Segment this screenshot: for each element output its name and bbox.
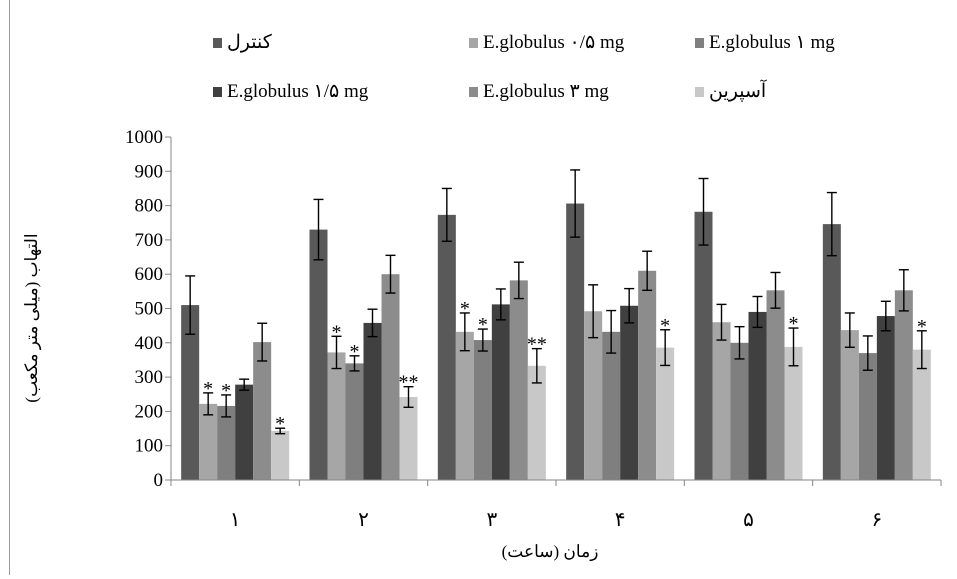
legend-swatch — [695, 38, 704, 48]
significance-mark: * — [460, 298, 470, 320]
y-tick-label: 400 — [135, 333, 164, 354]
significance-mark: * — [917, 316, 927, 338]
y-tick-label: 1000 — [125, 127, 163, 148]
bar — [509, 280, 528, 480]
bar — [656, 347, 675, 480]
significance-mark: * — [275, 413, 285, 435]
bar — [840, 330, 859, 480]
bar — [784, 346, 803, 480]
legend-swatch — [695, 87, 704, 97]
legend-label: E.globulus ۳ mg — [483, 81, 609, 102]
significance-mark: * — [332, 321, 342, 343]
bar — [638, 270, 657, 480]
legend-swatch — [469, 87, 478, 97]
bar — [620, 305, 639, 480]
significance-mark: * — [221, 380, 231, 402]
bar — [363, 322, 382, 480]
legend-swatch — [469, 38, 478, 48]
bar — [253, 342, 272, 480]
y-tick-label: 300 — [135, 367, 164, 388]
bar — [566, 203, 585, 481]
x-tick-label: ۱ — [230, 509, 241, 531]
legend-label: E.globulus ۱/۵ mg — [227, 81, 369, 102]
bar — [199, 403, 218, 480]
significance-mark: * — [660, 315, 670, 337]
bar — [345, 363, 364, 480]
significance-mark: ** — [399, 372, 419, 394]
significance-mark: ** — [527, 334, 547, 356]
bar — [455, 331, 474, 480]
x-tick-label: ۳ — [486, 509, 497, 531]
significance-mark: * — [350, 341, 360, 363]
bar — [491, 304, 510, 480]
bar — [694, 211, 713, 481]
y-tick-label: 700 — [135, 230, 164, 251]
bar — [235, 384, 254, 480]
significance-mark: * — [789, 313, 799, 335]
legend-swatch — [213, 87, 222, 97]
bars: ************ * * — [181, 169, 931, 481]
legend-swatch — [213, 38, 222, 48]
x-axis-label: زمان (ساعت) — [502, 542, 599, 562]
bar — [858, 353, 877, 480]
bar — [327, 352, 346, 480]
legend: کنترل E.globulus ۰/۵ mg E.globulus ۱ mg E.g… — [213, 32, 835, 102]
bar — [309, 229, 328, 480]
legend-label: کنترل — [227, 32, 273, 53]
y-axis-label: التهاب (میلی متر مکعب) — [22, 233, 42, 402]
bar — [748, 311, 767, 480]
bar — [730, 342, 749, 480]
bar — [271, 430, 290, 480]
bar — [912, 349, 931, 480]
bar — [217, 405, 236, 480]
y-tick-label: 500 — [135, 299, 164, 320]
bar — [766, 290, 785, 480]
legend-label: E.globulus ۰/۵ mg — [483, 32, 625, 53]
bar — [876, 316, 895, 480]
y-tick-label: 0 — [154, 470, 164, 491]
bar — [894, 290, 913, 480]
bar — [822, 224, 841, 480]
significance-mark: * — [203, 378, 213, 400]
left-divider — [9, 0, 10, 575]
x-axis: ۱ ۲ ۳ ۴ ۵ ۶ — [170, 479, 942, 531]
bar — [181, 305, 200, 480]
bar — [437, 214, 456, 480]
bar — [584, 311, 603, 480]
x-tick-label: ۴ — [615, 509, 626, 531]
legend-label: آسپرین — [709, 79, 767, 102]
x-tick-label: ۶ — [871, 509, 882, 531]
bar — [381, 274, 400, 480]
y-axis: 0 100 200 300 400 500 600 700 800 900 1000 — [125, 127, 172, 491]
bar — [602, 331, 621, 480]
bar — [712, 322, 731, 480]
x-tick-label: ۵ — [743, 509, 754, 531]
y-tick-label: 900 — [135, 161, 164, 182]
legend-label: E.globulus ۱ mg — [709, 32, 835, 53]
bar — [399, 396, 418, 480]
significance-mark: * — [478, 314, 488, 336]
x-tick-label: ۲ — [358, 509, 369, 531]
y-tick-label: 600 — [135, 264, 164, 285]
y-tick-label: 800 — [135, 196, 164, 217]
bar — [527, 365, 546, 480]
y-tick-label: 100 — [135, 436, 164, 457]
y-tick-label: 200 — [135, 401, 164, 422]
bar — [473, 340, 492, 480]
